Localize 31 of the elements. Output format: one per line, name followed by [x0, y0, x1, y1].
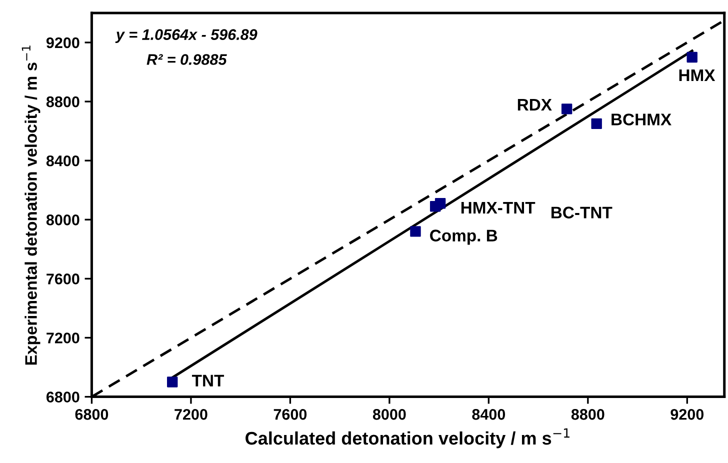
x-axis-title: Calculated detonation velocity / m s$^{−1}$ — [246, 428, 570, 448]
y-tick-label: 8400 — [46, 155, 80, 166]
point — [591, 118, 602, 130]
x-tick-label: 9200 — [670, 409, 704, 420]
point — [410, 226, 421, 237]
point — [686, 52, 698, 63]
y-tick-label: 7200 — [46, 332, 80, 344]
x-tick-label: 7600 — [274, 409, 307, 420]
x-tick-label: 6800 — [75, 409, 108, 420]
x-tick-label: 8000 — [372, 409, 406, 420]
annotation: R² = 0.9885 — [146, 54, 227, 65]
point — [561, 104, 572, 114]
annotation: HMX — [679, 70, 716, 82]
y-tick-label: 6800 — [46, 392, 80, 402]
annotation: HMX-TNT — [461, 202, 536, 214]
y-axis-title: Experimental detonation velocity / m s$^{−1}$ — [22, 46, 40, 365]
y-tick-label: 8000 — [46, 214, 80, 226]
annotation: Comp. B — [430, 230, 498, 245]
annotation: y = 1.0564x - 596.89 — [115, 29, 258, 43]
y-tick-label: 9200 — [46, 37, 80, 48]
annotation: BC-TNT — [552, 206, 612, 218]
x-tick-label: 8800 — [571, 409, 604, 420]
annotation: BCHMX — [612, 114, 672, 126]
point — [167, 376, 178, 388]
x-tick-label: 8400 — [472, 409, 506, 420]
x-tick-label: 7200 — [174, 409, 208, 420]
y-tick-label: 7600 — [46, 274, 80, 284]
y-tick-label: 8800 — [46, 96, 80, 108]
annotation: TNT — [192, 374, 224, 386]
point — [434, 198, 446, 209]
annotation: RDX — [518, 98, 552, 110]
